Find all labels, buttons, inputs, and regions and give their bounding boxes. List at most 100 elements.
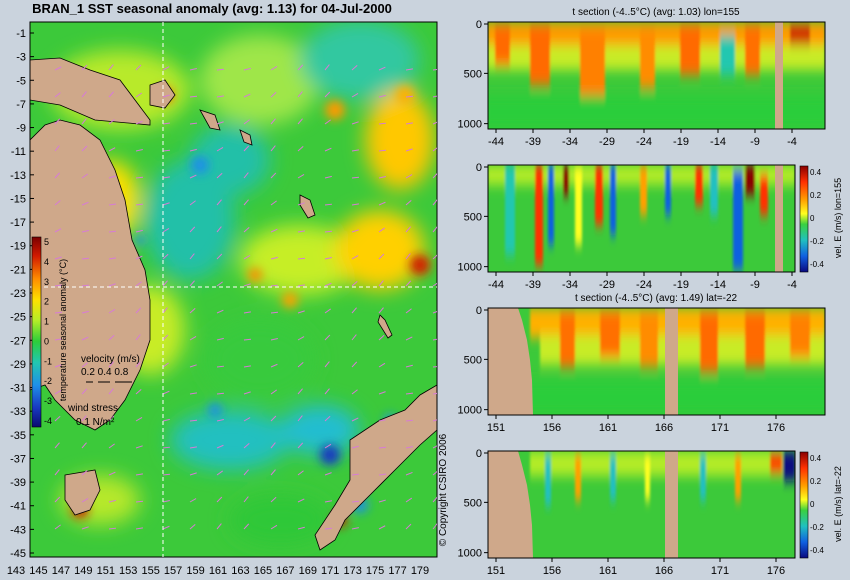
wind-vector: [324, 500, 332, 503]
wind-vector: [216, 418, 224, 422]
wind-vector: [108, 91, 114, 98]
wind-vector: [81, 469, 88, 476]
wind-vector: [54, 284, 62, 287]
wind-vector: [324, 472, 332, 476]
wind-vector: [54, 145, 60, 152]
wind-vector: [189, 307, 196, 314]
wind-vector: [351, 176, 360, 179]
map-title: BRAN_1 SST seasonal anomaly (avg: 1.13) …: [32, 1, 392, 16]
wind-vector: [432, 392, 437, 395]
map-y-tick-label: -11: [11, 146, 26, 158]
wind-vector: [135, 417, 143, 422]
wind-vector: [378, 446, 387, 449]
map-colorbar-label: temperature seasonal anomaly (°C): [58, 259, 68, 401]
velocity-colorbar-tick-label: 0.2: [810, 477, 822, 486]
wind-vector: [81, 201, 89, 206]
wind-vector: [135, 120, 143, 125]
wind-vector: [81, 230, 89, 233]
wind-vector: [378, 473, 387, 476]
wind-vector: [351, 93, 359, 98]
wind-vector: [135, 176, 144, 179]
wind-vector: [135, 281, 142, 287]
wind-vector: [405, 200, 412, 206]
wind-vector: [324, 256, 332, 260]
wind-vector: [270, 228, 278, 233]
panel4-colorbar-label: vel. E (m/s) lat=-22: [833, 466, 843, 542]
section-x-tick-label: -44: [488, 136, 504, 148]
wind-vector: [135, 527, 143, 530]
wind-vector: [189, 446, 197, 449]
map-y-tick-label: -31: [10, 383, 26, 395]
map-y-tick-label: -41: [10, 501, 26, 513]
wind-vector: [135, 64, 142, 71]
wind-vector: [135, 307, 142, 314]
map-x-axis: 143 145 147 149 151 153 155 157 159 161 163 165 167 1…: [7, 565, 429, 577]
wind-vector: [54, 442, 60, 449]
map-colorbar: 5 4 3 2 1 0 -1 -2 -3 -4 temperature seasonal anom…: [31, 236, 68, 428]
wind-legend-value: 0.1 N/m²: [76, 417, 115, 428]
velocity-colorbar-tick-label: -0.2: [810, 237, 824, 246]
map-colorbar-tick-label: -1: [44, 356, 52, 366]
wind-vector: [243, 365, 251, 368]
map-y-tick-label: -33: [10, 406, 26, 418]
section-x-tick-label: -4: [787, 279, 797, 291]
wind-vector: [189, 68, 197, 71]
wind-vector: [378, 391, 386, 395]
wind-vector: [270, 363, 278, 368]
section-x-tick-label: -14: [710, 136, 726, 148]
map-y-tick-label: -29: [10, 359, 26, 371]
map-x-tick-label: 173: [343, 565, 361, 577]
wind-vector: [297, 498, 305, 503]
section-x-tick-label: -29: [599, 136, 615, 148]
wind-vector: [351, 473, 360, 476]
panel1-frame: [487, 21, 826, 130]
wind-vector: [54, 92, 61, 98]
wind-vector: [216, 444, 224, 449]
wind-vector: [432, 226, 437, 233]
wind-vector: [324, 282, 332, 287]
wind-vector: [297, 470, 304, 476]
wind-vector: [189, 364, 197, 368]
section-x-tick-label: -14: [710, 279, 726, 291]
wind-vector: [54, 66, 62, 71]
panel4-colorbar-ticks: 0.4 0.2 0 -0.2 -0.4: [810, 454, 824, 555]
wind-vector: [405, 253, 411, 260]
wind-vector: [189, 419, 198, 422]
wind-vector: [243, 145, 250, 152]
section-x-tick-label: -34: [562, 136, 578, 148]
section-x-tick-label: -19: [673, 279, 689, 291]
section-x-tick-label: -4: [787, 136, 797, 148]
panel1-section-plot: [488, 22, 825, 129]
wind-vector: [162, 307, 168, 314]
wind-vector: [297, 526, 305, 530]
wind-vector: [108, 527, 117, 530]
panel4-land-strip: [665, 451, 678, 558]
wind-vector: [270, 524, 278, 530]
wind-vector: [135, 92, 143, 98]
velocity-legend: velocity (m/s) 0.2 0.4 0.8: [81, 354, 140, 383]
wind-vector: [378, 334, 385, 341]
panel2-land-strip: [775, 165, 783, 272]
wind-vector: [162, 253, 169, 260]
map-colorbar-tick-label: 4: [44, 257, 49, 267]
wind-vector: [216, 95, 224, 98]
wind-vector: [270, 389, 277, 395]
wind-vector: [54, 118, 61, 125]
wind-vector: [54, 389, 62, 395]
map-colorbar-ticks: 5 4 3 2 1 0 -1 -2 -3 -4: [44, 237, 52, 426]
panel4-section-plot: [488, 451, 795, 558]
wind-vector: [81, 310, 89, 314]
wind-vector: [54, 311, 63, 314]
map-x-tick-label: 149: [74, 565, 92, 577]
wind-vector: [405, 122, 413, 125]
wind-vector: [189, 148, 197, 152]
section-x-tick-label: 176: [767, 565, 785, 577]
map-colorbar-tick-label: -2: [44, 376, 52, 386]
wind-vector: [189, 472, 197, 476]
wind-vector: [243, 469, 249, 476]
wind-vector: [216, 365, 225, 368]
wind-vector: [135, 149, 143, 152]
wind-vector: [405, 471, 413, 476]
wind-vector: [432, 445, 437, 449]
wind-vector: [351, 149, 359, 152]
